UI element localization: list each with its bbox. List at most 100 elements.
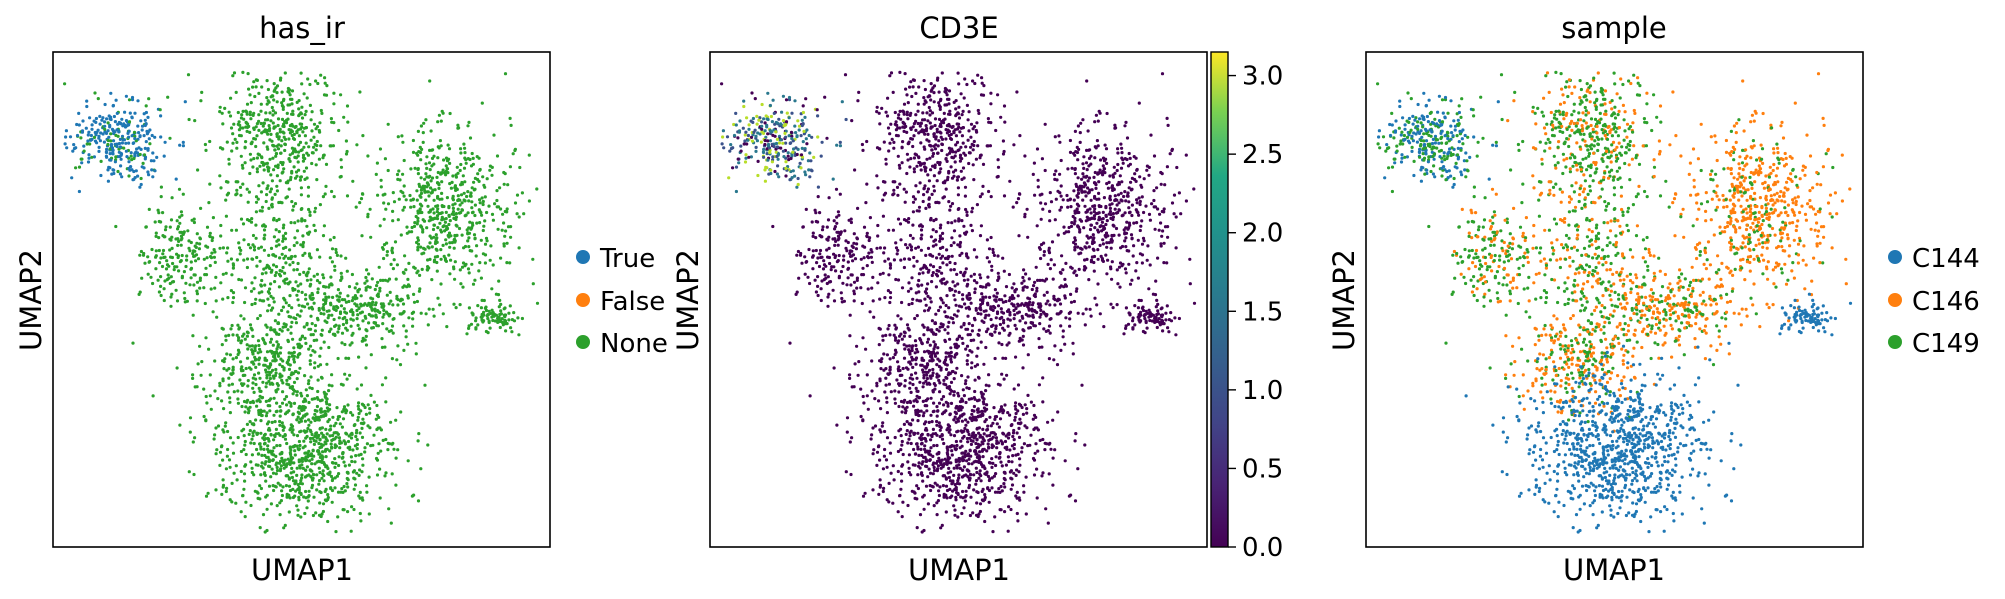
scatter-point (499, 312, 503, 316)
scatter-point (293, 176, 298, 180)
scatter-point (382, 256, 386, 261)
scatter-point (89, 138, 93, 142)
scatter-point (1105, 219, 1109, 223)
scatter-point (283, 148, 287, 153)
scatter-point (71, 149, 75, 153)
scatter-point (324, 427, 328, 431)
scatter-point (365, 442, 369, 446)
scatter-point (290, 89, 295, 93)
scatter-point (1091, 233, 1095, 237)
scatter-point (1111, 212, 1115, 216)
scatter-point (435, 260, 439, 265)
scatter-point (892, 258, 897, 262)
scatter-point (766, 132, 770, 136)
scatter-point (189, 276, 193, 280)
scatter-point (360, 234, 364, 238)
scatter-point (488, 168, 492, 172)
scatter-point (869, 255, 874, 259)
scatter-point (1086, 218, 1090, 222)
scatter-point (1039, 256, 1043, 261)
scatter-point (440, 171, 444, 175)
scatter-point (1143, 331, 1147, 335)
scatter-point (535, 301, 540, 305)
scatter-point (241, 368, 245, 373)
scatter-point (336, 330, 340, 334)
scatter-point (232, 390, 236, 394)
scatter-point (292, 401, 297, 405)
scatter-point (372, 400, 376, 404)
scatter-point (915, 164, 919, 168)
scatter-point (1091, 238, 1095, 242)
scatter-point (734, 189, 739, 194)
scatter-point (1080, 177, 1084, 181)
scatter-point (1127, 221, 1131, 225)
scatter-point (103, 124, 107, 128)
scatter-point (1124, 271, 1128, 275)
scatter-point (971, 163, 975, 167)
scatter-point (775, 121, 780, 125)
scatter-point (332, 102, 336, 106)
scatter-point (947, 133, 951, 138)
scatter-point (305, 96, 309, 100)
scatter-point (395, 358, 399, 362)
scatter-point (802, 132, 807, 136)
scatter-point (1023, 215, 1027, 219)
scatter-point (269, 270, 273, 274)
scatter-point (272, 168, 276, 172)
scatter-point (482, 224, 486, 228)
scatter-point (134, 150, 138, 154)
scatter-point (280, 421, 284, 425)
scatter-point (369, 393, 373, 397)
scatter-point (958, 130, 962, 134)
scatter-point (1150, 202, 1154, 206)
scatter-point (375, 427, 379, 432)
scatter-point (415, 299, 419, 304)
scatter-point (262, 363, 266, 367)
scatter-point (1152, 198, 1156, 203)
scatter-point (304, 341, 308, 345)
scatter-point (92, 119, 96, 123)
scatter-point (299, 492, 303, 497)
scatter-point (275, 340, 279, 344)
scatter-point (179, 243, 183, 247)
scatter-point (178, 143, 182, 147)
scatter-point (224, 334, 228, 338)
scatter-point (423, 184, 427, 188)
scatter-point (736, 136, 740, 140)
scatter-point (923, 165, 927, 169)
scatter-point (1127, 186, 1131, 190)
scatter-point (326, 493, 330, 497)
scatter-point (473, 176, 477, 180)
scatter-point (379, 449, 383, 453)
scatter-point (430, 278, 434, 282)
scatter-point (382, 312, 386, 316)
scatter-point (162, 287, 166, 291)
scatter-point (288, 462, 292, 466)
scatter-point (366, 403, 370, 407)
scatter-point (478, 201, 482, 205)
scatter-point (344, 311, 349, 315)
scatter-point (263, 233, 267, 237)
scatter-point (967, 151, 972, 155)
scatter-point (466, 239, 470, 243)
scatter-point (301, 153, 306, 157)
scatter-point (243, 479, 247, 483)
scatter-point (275, 444, 279, 448)
scatter-point (1124, 226, 1128, 230)
scatter-point (1125, 136, 1130, 140)
scatter-point (226, 447, 230, 452)
scatter-point (275, 184, 279, 188)
scatter-point (334, 250, 338, 255)
scatter-point (1156, 256, 1160, 260)
scatter-point (383, 345, 387, 349)
scatter-point (979, 93, 984, 97)
scatter-point (436, 207, 440, 211)
scatter-point (319, 311, 323, 316)
scatter-point (276, 165, 280, 170)
scatter-point (281, 325, 285, 329)
scatter-point (261, 124, 265, 128)
scatter-point (852, 232, 856, 236)
scatter-point (1093, 196, 1097, 200)
scatter-point (470, 249, 474, 253)
scatter-point (292, 470, 296, 474)
